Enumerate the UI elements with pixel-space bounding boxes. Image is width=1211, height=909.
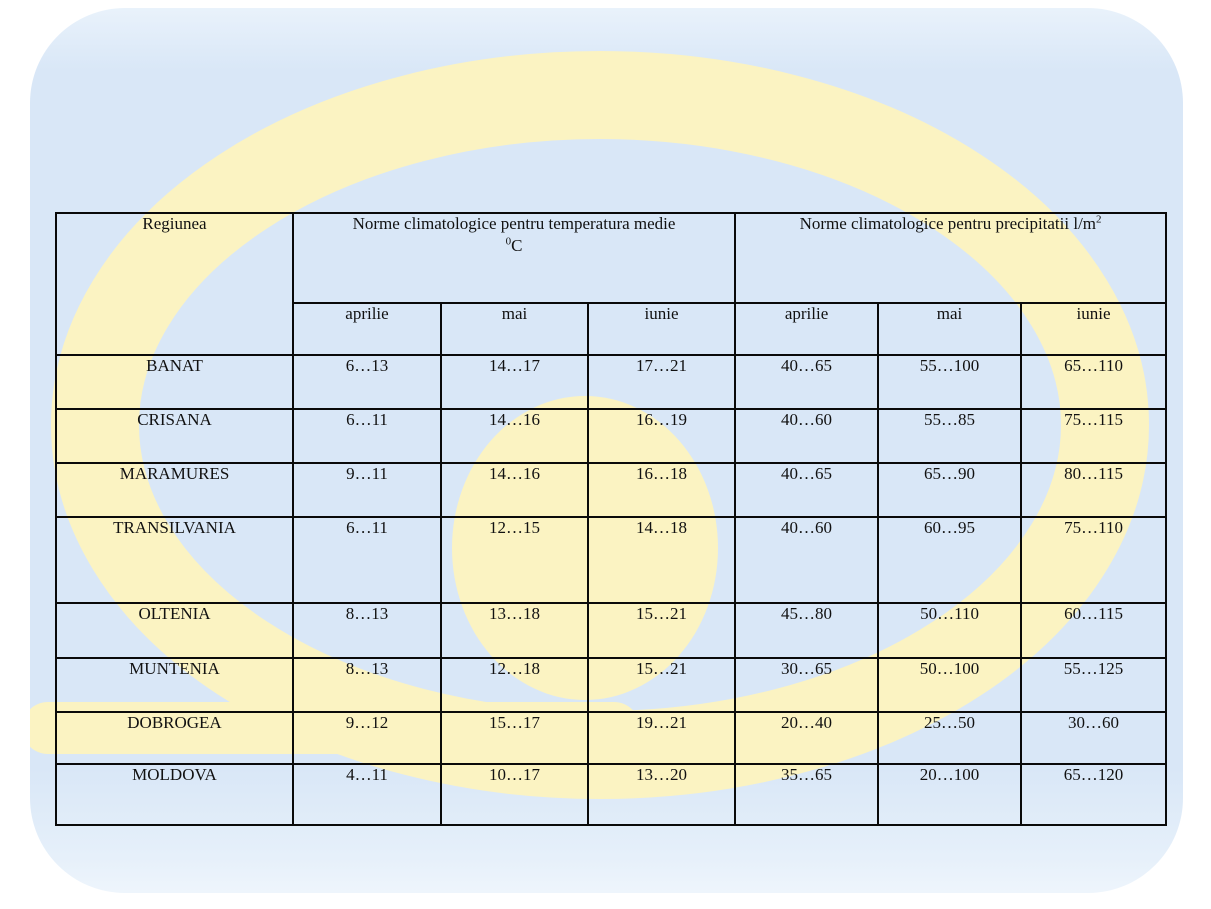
precip-mai: 65…90 [877,462,1023,518]
region-header-label: Regiunea [142,214,207,233]
region-name: BANAT [55,354,294,410]
subheader-temp-iunie: iunie [586,302,737,356]
region-name: MUNTENIA [55,657,294,713]
region-name: MARAMURES [55,462,294,518]
precip-mai: 25…50 [877,711,1023,765]
table-row-moldova: MOLDOVA 4…11 10…17 13…20 35…65 20…100 65… [55,763,1168,826]
table-row-transilvania: TRANSILVANIA 6…11 12…15 14…18 40…60 60…9… [55,516,1168,604]
precipitation-title-text: Norme climatologice pentru precipitatii … [799,214,1097,233]
temp-iunie: 19…21 [586,711,737,765]
table-row-oltenia: OLTENIA 8…13 13…18 15…21 45…80 50…110 60… [55,602,1168,659]
precip-mai: 55…85 [877,408,1023,464]
precip-mai: 50…110 [877,602,1023,659]
precip-aprilie: 20…40 [734,711,880,765]
region-name: CRISANA [55,408,294,464]
temp-aprilie: 8…13 [292,602,442,659]
precip-aprilie: 40…60 [734,516,880,604]
temp-mai: 15…17 [440,711,589,765]
precip-iunie: 75…110 [1020,516,1168,604]
precip-aprilie: 40…60 [734,408,880,464]
precip-aprilie: 35…65 [734,763,880,826]
precipitation-header-title: Norme climatologice pentru precipitatii … [737,213,1164,234]
table-row-dobrogea: DOBROGEA 9…12 15…17 19…21 20…40 25…50 30… [55,711,1168,765]
subheader-precip-iunie: iunie [1020,302,1168,356]
precip-aprilie: 45…80 [734,602,880,659]
subheader-precip-aprilie: aprilie [734,302,880,356]
precip-mai: 50…100 [877,657,1023,713]
temp-mai: 14…16 [440,408,589,464]
region-name: MOLDOVA [55,763,294,826]
region-name: TRANSILVANIA [55,516,294,604]
temp-iunie: 15…21 [586,602,737,659]
precip-mai: 20…100 [877,763,1023,826]
table-row-muntenia: MUNTENIA 8…13 12…18 15…21 30…65 50…100 5… [55,657,1168,713]
column-group-header-temperature: Norme climatologice pentru temperatura m… [291,212,737,304]
subheader-temp-aprilie: aprilie [292,302,442,356]
precip-iunie: 60…115 [1020,602,1168,659]
temp-iunie: 15…21 [586,657,737,713]
precip-iunie: 75…115 [1020,408,1168,464]
table-row-maramures: MARAMURES 9…11 14…16 16…18 40…65 65…90 8… [55,462,1168,518]
precip-iunie: 55…125 [1020,657,1168,713]
temp-aprilie: 9…11 [292,462,442,518]
climate-norms-table: Regiunea Norme climatologice pentru temp… [55,212,1168,826]
temp-aprilie: 8…13 [292,657,442,713]
region-name: DOBROGEA [55,711,294,765]
temp-aprilie: 6…11 [292,408,442,464]
precipitation-unit-superscript: 2 [1096,213,1102,226]
temp-mai: 12…15 [440,516,589,604]
precip-aprilie: 40…65 [734,354,880,410]
subheader-precip-mai: mai [877,302,1023,356]
temp-iunie: 16…19 [586,408,737,464]
precip-iunie: 65…110 [1020,354,1168,410]
temp-mai: 14…16 [440,462,589,518]
temp-mai: 14…17 [440,354,589,410]
precip-aprilie: 40…65 [734,462,880,518]
region-name: OLTENIA [55,602,294,659]
precip-mai: 60…95 [877,516,1023,604]
table-header-row: Regiunea Norme climatologice pentru temp… [55,212,1168,356]
temp-mai: 13…18 [440,602,589,659]
precip-aprilie: 30…65 [734,657,880,713]
column-header-region: Regiunea [55,212,294,356]
temp-mai: 10…17 [440,763,589,826]
subheader-temp-mai: mai [440,302,589,356]
temperature-header-unit: 0C [295,235,733,256]
temp-aprilie: 9…12 [292,711,442,765]
temp-aprilie: 6…13 [292,354,442,410]
table-subheader-row: aprilie mai iunie aprilie mai iunie [56,302,1168,356]
temperature-header-title: Norme climatologice pentru temperatura m… [352,214,676,233]
precip-mai: 55…100 [877,354,1023,410]
temp-iunie: 14…18 [586,516,737,604]
temp-iunie: 17…21 [586,354,737,410]
column-group-header-precipitation: Norme climatologice pentru precipitatii … [734,212,1168,304]
temp-aprilie: 4…11 [292,763,442,826]
temperature-unit-superscript: 0 [505,235,512,248]
table-row-banat: BANAT 6…13 14…17 17…21 40…65 55…100 65…1… [55,354,1168,410]
precip-iunie: 65…120 [1020,763,1168,826]
precip-iunie: 30…60 [1020,711,1168,765]
temp-iunie: 16…18 [586,462,737,518]
temperature-unit-base: C [511,236,523,255]
precip-iunie: 80…115 [1020,462,1168,518]
temp-aprilie: 6…11 [292,516,442,604]
table-row-crisana: CRISANA 6…11 14…16 16…19 40…60 55…85 75…… [55,408,1168,464]
temp-mai: 12…18 [440,657,589,713]
temp-iunie: 13…20 [586,763,737,826]
